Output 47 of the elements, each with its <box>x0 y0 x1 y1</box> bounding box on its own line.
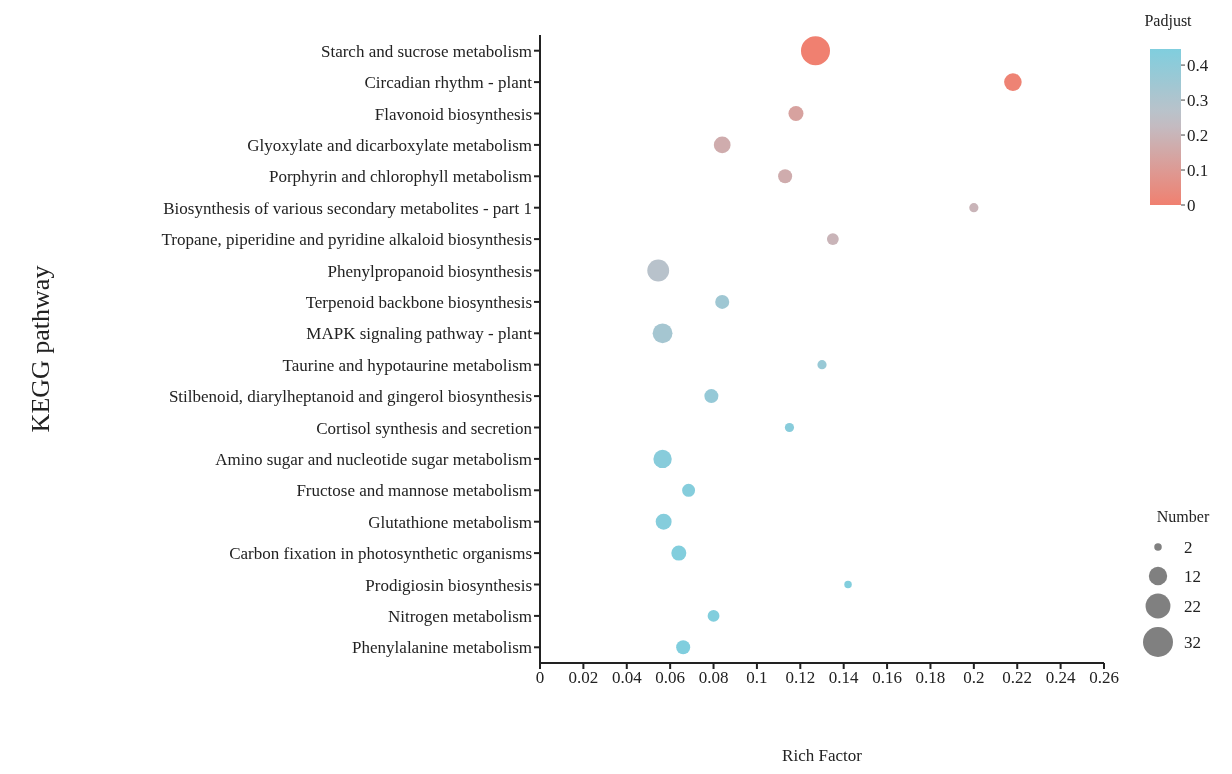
x-tick-label: 0.1 <box>746 668 768 688</box>
y-axis-title: KEGG pathway <box>26 265 56 433</box>
y-tick-label: MAPK signaling pathway - plant <box>306 324 533 344</box>
y-tick-label: Fructose and mannose metabolism <box>296 481 532 501</box>
y-tick-label: Taurine and hypotaurine metabolism <box>282 355 532 375</box>
x-tick-label: 0.06 <box>655 668 686 688</box>
y-tick-label: Stilbenoid, diarylheptanoid and gingerol biosynthesis <box>168 387 532 407</box>
y-tick-label: Terpenoid backbone biosynthesis <box>305 292 532 312</box>
color-bar-label: 0 <box>1187 196 1196 215</box>
x-tick-label: 0.18 <box>915 668 946 688</box>
x-tick-label: 0.16 <box>872 668 902 688</box>
y-tick-label: Flavonoid biosynthesis <box>374 104 532 124</box>
color-bar-label: 0.2 <box>1187 126 1209 146</box>
color-bar-label: 0.1 <box>1187 161 1209 181</box>
legend-label: 32 <box>1184 633 1201 652</box>
y-tick-label: Glyoxylate and dicarboxylate metabolism <box>247 135 532 155</box>
color-bar-title: Padjust <box>1144 12 1193 30</box>
y-tick-label: Cortisol synthesis and secretion <box>316 418 533 438</box>
x-tick-label: 0.12 <box>785 668 816 688</box>
y-tick-label: Amino sugar and nucleotide sugar metabolism <box>215 449 532 469</box>
x-tick-label: 0.08 <box>698 668 729 688</box>
y-tick-label: Biosynthesis of various secondary metabolites - part 1 <box>163 198 532 218</box>
y-tick-label: Circadian rhythm - plant <box>364 73 533 93</box>
x-axis-title: Rich Factor <box>782 746 863 765</box>
y-tick-label: Carbon fixation in photosynthetic organisms <box>229 544 532 564</box>
color-bar-label: 0.4 <box>1187 56 1209 76</box>
legend-label: 2 <box>1184 538 1193 557</box>
x-tick-label: 0.24 <box>1045 668 1076 688</box>
legend-label: 12 <box>1184 567 1201 586</box>
y-tick-label: Phenylpropanoid biosynthesis <box>327 261 532 281</box>
x-tick-label: 0.22 <box>1002 668 1033 688</box>
y-tick-label: Tropane, piperidine and pyridine alkaloid biosynthesis <box>161 230 532 250</box>
y-tick-label: Porphyrin and chlorophyll metabolism <box>269 167 532 187</box>
y-tick-label: Prodigiosin biosynthesis <box>365 575 532 595</box>
x-tick-label: 0.04 <box>611 668 643 688</box>
x-tick-label: 0.02 <box>568 668 599 688</box>
x-tick-label: 0.2 <box>963 668 985 688</box>
y-tick-label: Starch and sucrose metabolism <box>320 41 532 61</box>
y-tick-label: Nitrogen metabolism <box>387 606 532 626</box>
legend-label: 22 <box>1184 597 1201 616</box>
x-tick-label: 0 <box>535 668 545 688</box>
color-bar-label: 0.3 <box>1187 91 1209 111</box>
x-tick-label: 0.26 <box>1089 668 1119 688</box>
y-tick-label: Phenylalanine metabolism <box>352 638 532 658</box>
y-tick-label: Glutathione metabolism <box>368 512 532 532</box>
x-tick-label: 0.14 <box>828 668 860 688</box>
legend-title: Number <box>1156 508 1210 525</box>
